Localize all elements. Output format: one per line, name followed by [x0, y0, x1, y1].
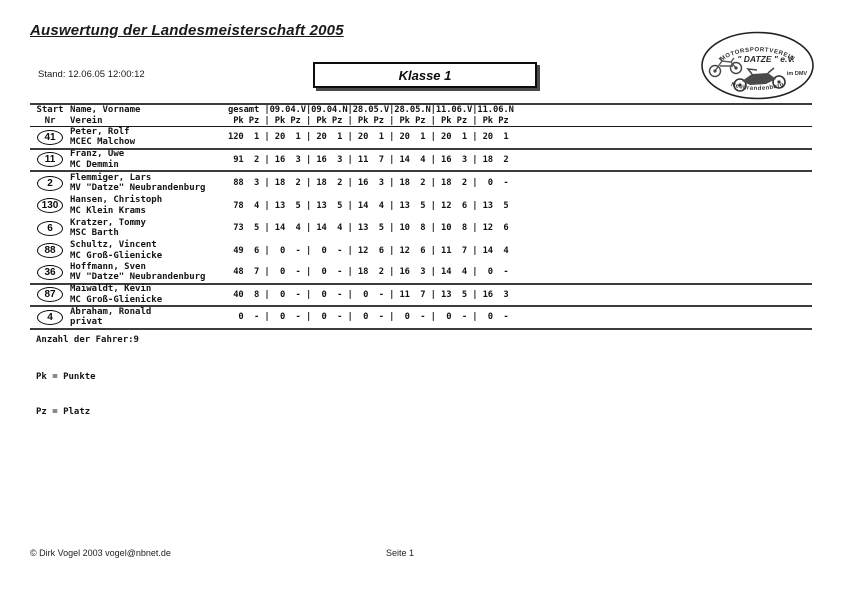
rider-name: Maiwaldt, Kevin — [70, 284, 152, 295]
rider-club: MCEC Malchow — [70, 137, 136, 148]
svg-text:Neubrandenburg: Neubrandenburg — [730, 82, 785, 92]
table-row: 36 Hoffmann, Sven MV "Datze" Neubrandenb… — [30, 262, 812, 285]
logo-club-name: " DATZE " e.V. — [737, 54, 794, 64]
rider-club: MC Groß-Glienicke — [70, 250, 163, 261]
row-scores: 120 1 | 20 1 | 20 1 | 20 1 | 20 1 | 20 1… — [228, 132, 514, 142]
table-row: 6 Kratzer, Tommy MSC Barth 73 5 | 14 4 |… — [30, 217, 812, 240]
legend-pz: Pz = Platz — [36, 406, 91, 417]
results-table: Start Nr Name, Vorname Verein gesamt |09… — [30, 103, 812, 330]
col-header-start: Start — [36, 105, 64, 115]
legend: Pk = Punkte Pz = Platz — [36, 349, 96, 441]
row-scores: 40 8 | 0 - | 0 - | 0 - | 11 7 | 13 5 | 1… — [228, 289, 514, 300]
table-row: 88 Schultz, Vincent MC Groß-Glienicke 49… — [30, 240, 812, 263]
start-number: 87 — [44, 289, 56, 301]
rider-club: MSC Barth — [70, 228, 119, 239]
row-scores: 91 2 | 16 3 | 16 3 | 11 7 | 14 4 | 16 3 … — [228, 154, 514, 165]
report-timestamp: Stand: 12.06.05 12:00:12 — [38, 69, 145, 80]
table-body: 41 Peter, Rolf MCEC Malchow 120 1 | 20 1… — [30, 127, 812, 330]
row-scores: 78 4 | 13 5 | 13 5 | 14 4 | 13 5 | 12 6 … — [228, 200, 514, 211]
score-columns-header: gesamt |09.04.V|09.04.N|28.05.V|28.05.N|… — [228, 105, 514, 115]
col-header-name: Name, Vorname — [70, 105, 141, 115]
rider-name: Franz, Uwe — [70, 149, 125, 160]
row-scores: 0 - | 0 - | 0 - | 0 - | 0 - | 0 - | 0 - — [228, 312, 514, 322]
start-number-badge: 87 — [37, 287, 63, 303]
logo-city: Neubrandenburg — [730, 82, 784, 92]
rider-name: Flemmiger, Lars — [70, 172, 152, 183]
rider-name: Kratzer, Tommy — [70, 217, 146, 228]
class-title-box: Klasse 1 — [313, 62, 537, 88]
row-scores: 73 5 | 14 4 | 14 4 | 13 5 | 10 8 | 10 8 … — [228, 223, 514, 233]
copyright: © Dirk Vogel 2003 vogel@nbnet.de — [30, 548, 171, 558]
row-scores: 88 3 | 18 2 | 18 2 | 16 3 | 18 2 | 18 2 … — [228, 178, 514, 188]
start-number: 11 — [44, 154, 56, 166]
legend-pk: Pk = Punkte — [36, 372, 96, 382]
table-row: 87 Maiwaldt, Kevin MC Groß-Glienicke 40 … — [30, 284, 812, 307]
start-number-badge: 11 — [37, 152, 63, 168]
start-number-badge: 2 — [37, 175, 63, 191]
table-row: 2 Flemmiger, Lars MV "Datze" Neubrandenb… — [30, 172, 812, 195]
rider-name: Abraham, Ronald — [70, 306, 152, 317]
start-number: 36 — [44, 266, 56, 278]
col-header-verein: Verein — [70, 115, 103, 126]
rider-name: Peter, Rolf — [70, 126, 130, 137]
page-number: Seite 1 — [386, 548, 415, 558]
rider-club: MC Demmin — [70, 159, 119, 170]
rider-count: Anzahl der Fahrer:9 — [36, 335, 139, 345]
start-number-badge: 36 — [37, 264, 63, 280]
score-columns-subheader: Pk Pz | Pk Pz | Pk Pz | Pk Pz | Pk Pz | … — [228, 115, 514, 126]
rider-club: MV "Datze" Neubrandenburg — [70, 183, 206, 194]
table-header: Start Nr Name, Vorname Verein gesamt |09… — [30, 103, 812, 127]
club-logo: MOTORSPORTVEREIN " DATZE " e.V. im DMV N… — [701, 31, 814, 100]
start-number: 2 — [47, 177, 53, 189]
rider-club: MV "Datze" Neubrandenburg — [70, 272, 206, 283]
logo-affiliation: im DMV — [787, 71, 808, 77]
start-number: 41 — [44, 131, 56, 143]
start-number-badge: 6 — [37, 220, 63, 236]
start-number: 88 — [44, 245, 56, 257]
col-header-nr: Nr — [44, 115, 56, 126]
rider-name: Schultz, Vincent — [70, 240, 157, 251]
start-number-badge: 130 — [37, 198, 63, 214]
rider-name: Hoffmann, Sven — [70, 261, 146, 272]
rider-club: MC Groß-Glienicke — [70, 294, 163, 305]
start-number: 4 — [47, 311, 53, 323]
dirt-bike-icon — [733, 67, 786, 92]
start-number-badge: 41 — [37, 129, 63, 145]
table-row: 41 Peter, Rolf MCEC Malchow 120 1 | 20 1… — [30, 127, 812, 150]
start-number-badge: 88 — [37, 243, 63, 259]
rider-club: privat — [70, 317, 103, 328]
rider-name: Hansen, Christoph — [70, 195, 163, 206]
page-title: Auswertung der Landesmeisterschaft 2005 — [30, 22, 344, 39]
row-scores: 49 6 | 0 - | 0 - | 12 6 | 12 6 | 11 7 | … — [228, 245, 514, 256]
vintage-motorcycle-icon — [708, 57, 743, 78]
row-scores: 48 7 | 0 - | 0 - | 18 2 | 16 3 | 14 4 | … — [228, 267, 514, 277]
table-row: 4 Abraham, Ronald privat 0 - | 0 - | 0 -… — [30, 307, 812, 330]
table-row: 130 Hansen, Christoph MC Klein Krams 78 … — [30, 195, 812, 218]
start-number: 6 — [47, 222, 53, 234]
start-number-badge: 4 — [37, 309, 63, 325]
class-title: Klasse 1 — [398, 67, 452, 83]
table-row: 11 Franz, Uwe MC Demmin 91 2 | 16 3 | 16… — [30, 149, 812, 172]
start-number: 130 — [41, 200, 59, 212]
rider-club: MC Klein Krams — [70, 205, 146, 216]
